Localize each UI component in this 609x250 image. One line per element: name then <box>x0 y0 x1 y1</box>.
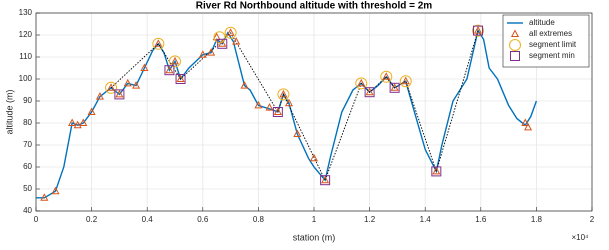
x-tick-label: 1 <box>312 215 317 224</box>
min-marker <box>389 82 400 93</box>
extreme-marker <box>521 118 530 126</box>
extreme-marker <box>273 107 282 115</box>
extreme-marker <box>165 65 174 74</box>
y-tick-label: 90 <box>23 96 32 105</box>
extreme-marker <box>265 103 274 111</box>
y-tick-label: 70 <box>23 140 32 149</box>
y-tick-label: 50 <box>23 184 32 193</box>
extreme-marker <box>107 83 116 91</box>
x-tick-label: 0.8 <box>253 215 265 224</box>
extreme-marker <box>284 98 294 107</box>
extreme-marker <box>357 78 366 87</box>
x-tick-label: 1.6 <box>475 215 487 224</box>
extreme-marker <box>87 107 96 115</box>
extreme-marker <box>154 39 163 47</box>
y-tick-label: 40 <box>23 206 32 215</box>
extreme-marker <box>51 186 60 195</box>
extreme-marker <box>401 76 410 85</box>
extreme-marker <box>510 29 520 37</box>
legend: altitude all extremes segment limit segment… <box>502 14 590 68</box>
extreme-marker <box>218 39 227 47</box>
extreme-marker <box>240 81 249 89</box>
extreme-marker <box>293 129 302 137</box>
limit-marker <box>355 77 368 90</box>
legend-label: segment min <box>529 51 575 60</box>
limit-marker <box>277 88 290 101</box>
legend-label: all extremes <box>529 29 572 38</box>
y-tick-label: 120 <box>19 30 33 39</box>
x-tick-label: 1.2 <box>364 215 376 224</box>
min-marker <box>431 166 442 177</box>
y-tick-label: 60 <box>23 162 32 171</box>
extreme-marker <box>170 56 180 65</box>
limit-marker <box>380 70 393 83</box>
min-marker <box>320 175 331 186</box>
x-tick-label: 0.4 <box>142 215 154 224</box>
extreme-marker <box>198 50 207 58</box>
limit-marker <box>224 26 237 39</box>
extreme-marker <box>140 63 149 71</box>
min-marker <box>364 87 375 98</box>
x-axis-label: station (m) <box>293 232 336 242</box>
x-tick-label: 0 <box>34 215 39 224</box>
x-tick-label: 2 <box>590 215 595 224</box>
y-tick-label: 80 <box>23 118 32 127</box>
extreme-marker <box>254 100 263 109</box>
x-exponent: ×10⁴ <box>571 233 589 242</box>
extreme-marker <box>68 118 77 126</box>
chart-title: River Rd Northbound altitude with thresh… <box>196 1 433 12</box>
extreme-marker <box>115 89 124 98</box>
extreme-marker <box>524 122 533 131</box>
extreme-marker <box>432 166 441 175</box>
extreme-marker <box>279 89 288 98</box>
legend-label: segment limit <box>529 40 577 49</box>
min-marker <box>217 38 228 49</box>
limit-marker <box>169 55 181 68</box>
extreme-marker <box>473 26 483 34</box>
limit-marker <box>105 81 118 94</box>
extreme-marker <box>232 37 241 45</box>
y-tick-label: 110 <box>19 52 32 61</box>
x-tick-label: 0.2 <box>86 215 98 224</box>
x-tick-label: 1.8 <box>531 215 543 224</box>
extreme-marker <box>226 28 235 36</box>
y-axis-label: altitude (m) <box>4 89 14 134</box>
extreme-marker <box>365 87 374 96</box>
extreme-marker <box>132 81 141 89</box>
x-tick-label: 0.6 <box>197 215 209 224</box>
extreme-marker <box>382 72 391 80</box>
limit-marker <box>472 24 485 37</box>
y-tick-label: 130 <box>19 8 33 17</box>
min-marker <box>473 25 484 36</box>
limit-marker <box>509 39 521 51</box>
min-marker <box>272 107 283 117</box>
extreme-marker <box>321 175 330 184</box>
extreme-marker <box>390 83 399 91</box>
min-marker <box>114 89 125 100</box>
extreme-marker <box>212 32 221 41</box>
extreme-marker <box>73 120 82 129</box>
y-tick-label: 100 <box>19 74 33 83</box>
limit-marker <box>399 75 412 88</box>
extreme-marker <box>95 92 104 100</box>
legend-label: altitude <box>529 18 555 27</box>
min-marker <box>510 51 520 61</box>
min-marker <box>175 74 186 84</box>
min-marker <box>164 65 175 76</box>
extreme-marker <box>40 193 49 201</box>
plot-frame <box>35 12 593 212</box>
limit-marker <box>213 31 226 44</box>
segment-line <box>110 30 479 182</box>
extreme-marker <box>309 153 319 162</box>
limit-marker <box>152 37 165 50</box>
extreme-marker <box>207 48 216 56</box>
extreme-marker <box>176 74 185 82</box>
extreme-marker <box>79 118 88 126</box>
extreme-marker <box>123 78 132 87</box>
x-tick-label: 1.4 <box>420 215 432 224</box>
